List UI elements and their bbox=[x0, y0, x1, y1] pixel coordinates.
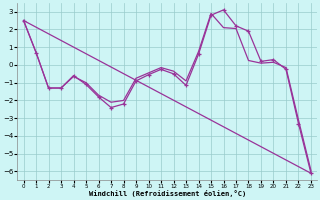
X-axis label: Windchill (Refroidissement éolien,°C): Windchill (Refroidissement éolien,°C) bbox=[89, 190, 246, 197]
